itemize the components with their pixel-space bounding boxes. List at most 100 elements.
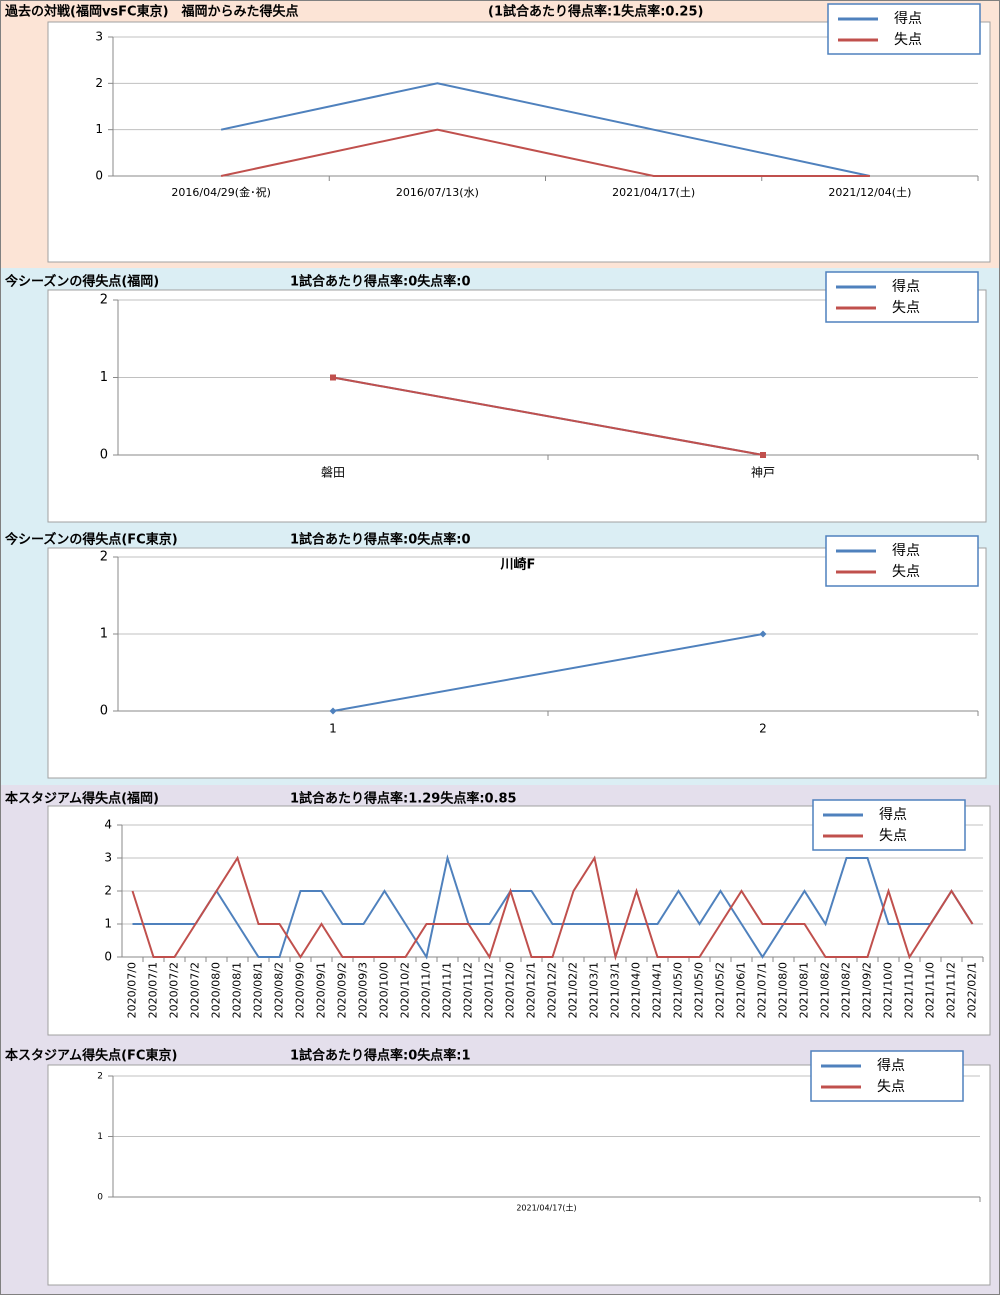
- legend-label: 得点: [877, 1057, 905, 1074]
- marker: [330, 374, 336, 381]
- x-tick-label: 2021/03/1: [609, 962, 622, 1018]
- y-tick-label: 0: [95, 169, 103, 183]
- x-tick-label: 2021/05/0: [672, 962, 685, 1018]
- y-tick-label: 0: [104, 950, 112, 964]
- y-tick-label: 2: [95, 76, 103, 90]
- x-tick-label: 2020/08/0: [210, 962, 223, 1018]
- legend-label: 得点: [892, 542, 920, 559]
- x-tick-label: 2021/07/1: [756, 962, 769, 1018]
- x-tick-label: 2021/05/0: [693, 962, 706, 1018]
- y-tick-label: 0: [100, 704, 108, 719]
- legend-label: 失点: [892, 564, 920, 580]
- x-tick-label: 2021/12/04(土): [828, 186, 911, 199]
- x-tick-label: 2020/07/1: [147, 962, 160, 1018]
- y-tick-label: 2: [100, 550, 108, 565]
- chart-title: 本スタジアム得失点(FC東京): [5, 1048, 177, 1064]
- chart-subtitle: 1試合あたり得点率:0失点率:1: [290, 1048, 471, 1064]
- x-tick-label: 2016/07/13(水): [396, 186, 479, 199]
- series-line: [220, 128, 870, 177]
- x-tick-label: 2021/11/0: [903, 962, 916, 1018]
- x-tick-label: 2021/05/2: [714, 962, 727, 1018]
- x-tick-label: 2020/09/3: [357, 962, 370, 1018]
- x-tick-label: 2020/08/1: [231, 962, 244, 1018]
- chart-subtitle: (1試合あたり得点率:1失点率:0.25): [488, 4, 703, 20]
- y-tick-label: 1: [100, 370, 108, 385]
- legend: [825, 271, 979, 323]
- x-tick-label: 2021/04/1: [651, 962, 664, 1018]
- y-tick-label: 0: [97, 1193, 103, 1203]
- marker: [760, 452, 766, 458]
- x-tick-label: 2020/08/2: [273, 962, 286, 1018]
- x-tick-label: 2020/09/1: [315, 962, 328, 1018]
- chart-subtitle: 1試合あたり得点率:0失点率:0: [290, 274, 471, 290]
- x-tick-label: 2021/08/1: [798, 962, 811, 1018]
- x-tick-label: 2020/12/1: [525, 962, 538, 1018]
- series-line: [220, 82, 871, 177]
- chart-title: 本スタジアム得失点(福岡): [5, 791, 159, 807]
- series-line: [131, 855, 974, 961]
- y-tick-label: 3: [95, 30, 103, 44]
- y-tick-label: 2: [97, 1072, 103, 1082]
- legend: [825, 535, 979, 587]
- chart-area: [47, 289, 987, 523]
- legend-label: 得点: [894, 10, 922, 27]
- x-tick-label: 2021/06/1: [735, 962, 748, 1018]
- y-tick-label: 2: [100, 293, 108, 308]
- x-tick-label: 2020/10/2: [399, 962, 412, 1018]
- legend: [812, 799, 966, 851]
- legend-label: 失点: [892, 300, 920, 316]
- legend-label: 失点: [877, 1079, 905, 1095]
- series-line: [332, 633, 764, 712]
- legend-label: 得点: [892, 278, 920, 295]
- x-tick-label: 2020/11/2: [483, 962, 496, 1018]
- x-tick-label: 2021/04/17(土): [612, 186, 695, 199]
- x-tick-label: 2016/04/29(金･祝): [171, 185, 270, 199]
- x-tick-label: 2020/12/2: [546, 962, 559, 1018]
- x-tick-label: 2020/11/1: [441, 962, 454, 1018]
- x-tick-label: 2021/02/2: [567, 962, 580, 1018]
- x-tick-label: 2021/04/0: [630, 962, 643, 1018]
- chart-title: 今シーズンの得失点(福岡): [4, 274, 159, 290]
- y-tick-label: 2: [104, 884, 112, 898]
- annotation: 川崎F: [500, 557, 536, 573]
- marker: [329, 707, 337, 715]
- x-tick-label: 2: [759, 722, 767, 736]
- legend: [827, 3, 981, 55]
- series-line: [332, 376, 764, 456]
- x-tick-label: 2021/08/0: [777, 962, 790, 1018]
- y-tick-label: 1: [97, 1132, 103, 1142]
- x-tick-label: 2020/07/2: [189, 962, 202, 1018]
- x-tick-label: 2021/04/17(土): [516, 1203, 576, 1213]
- legend-label: 失点: [879, 828, 907, 844]
- legend-label: 得点: [879, 806, 907, 823]
- marker: [759, 630, 767, 638]
- y-tick-label: 1: [95, 122, 103, 136]
- chart-subtitle: 1試合あたり得点率:1.29失点率:0.85: [290, 791, 517, 807]
- y-tick-label: 1: [100, 627, 108, 642]
- x-tick-label: 2021/09/2: [861, 962, 874, 1018]
- x-tick-label: 2020/08/1: [252, 962, 265, 1018]
- y-tick-label: 4: [104, 818, 112, 832]
- x-tick-label: 神戸: [751, 466, 775, 480]
- x-tick-label: 2021/08/2: [819, 962, 832, 1018]
- x-tick-label: 2021/03/1: [588, 962, 601, 1018]
- legend-label: 失点: [894, 32, 922, 48]
- x-tick-label: 2020/12/0: [504, 962, 517, 1018]
- chart-title: 過去の対戦(福岡vsFC東京) 福岡からみた得失点: [4, 4, 299, 20]
- x-tick-label: 2020/07/2: [168, 962, 181, 1018]
- chart-subtitle: 1試合あたり得点率:0失点率:0: [290, 532, 471, 548]
- y-tick-label: 3: [104, 851, 112, 865]
- x-tick-label: 磐田: [321, 466, 345, 480]
- x-tick-label: 2020/09/2: [336, 962, 349, 1018]
- chart-title: 今シーズンの得失点(FC東京): [4, 532, 178, 548]
- y-tick-label: 1: [104, 917, 112, 931]
- x-tick-label: 2020/09/0: [294, 962, 307, 1018]
- x-tick-label: 2020/11/0: [420, 962, 433, 1018]
- y-tick-label: 0: [100, 448, 108, 463]
- x-tick-label: 2020/10/0: [378, 962, 391, 1018]
- x-tick-label: 2021/08/2: [840, 962, 853, 1018]
- x-tick-label: 2021/10/0: [882, 962, 895, 1018]
- x-tick-label: 2020/07/0: [126, 962, 139, 1018]
- x-tick-label: 2022/02/1: [966, 962, 979, 1018]
